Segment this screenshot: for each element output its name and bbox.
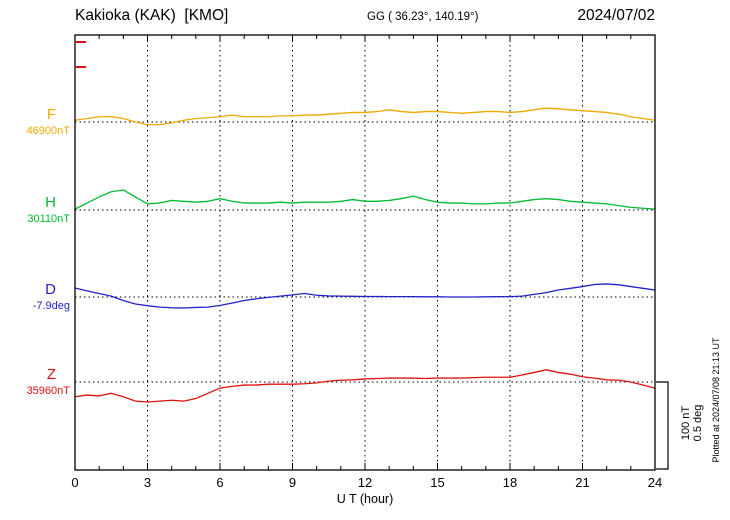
x-tick-label: 24	[648, 475, 662, 490]
x-tick-label: 21	[575, 475, 589, 490]
series-name-D: D	[45, 281, 56, 298]
x-tick-label: 12	[358, 475, 372, 490]
series-name-H: H	[45, 194, 56, 211]
trace-Z	[74, 369, 656, 403]
x-tick-label: 0	[71, 475, 78, 490]
x-tick-label: 15	[430, 475, 444, 490]
x-axis-label: U T (hour)	[336, 492, 394, 506]
station-coordinates: GG ( 36.23°, 140.19°)	[367, 11, 479, 23]
plotted-at-note: Plotted at 2024/07/08 21:13 UT	[711, 337, 721, 463]
scale-bracket	[656, 381, 669, 470]
x-tick-label: 6	[216, 475, 223, 490]
series-name-F: F	[46, 106, 56, 123]
trace-H	[74, 189, 656, 210]
series-baseline-Z: 35960nT	[26, 385, 70, 397]
x-tick-label: 18	[503, 475, 517, 490]
series-name-Z: Z	[46, 366, 56, 383]
series-baseline-F: 46900nT	[26, 125, 70, 137]
trace-D	[74, 283, 656, 309]
scale-label-nt: 100 nT	[680, 405, 692, 441]
series-baseline-H: 30110nT	[27, 213, 70, 225]
scale-label-deg: 0.5 deg	[692, 404, 704, 442]
series-baseline-D: -7.9deg	[32, 300, 70, 312]
x-tick-label: 3	[144, 475, 151, 490]
x-tick-label: 9	[289, 475, 296, 490]
station-title: Kakioka (KAK) [KMO]	[75, 7, 229, 24]
plot-date: 2024/07/02	[577, 7, 655, 24]
trace-F	[74, 107, 656, 126]
